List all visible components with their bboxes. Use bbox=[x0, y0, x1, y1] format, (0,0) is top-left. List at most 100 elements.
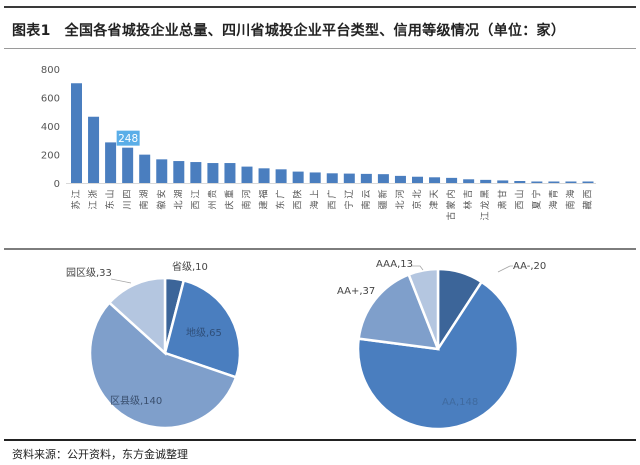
svg-text:上: 上 bbox=[310, 189, 321, 198]
highlight-data-label: 248 bbox=[116, 130, 140, 146]
svg-text:南: 南 bbox=[241, 200, 253, 209]
x-tick-label: 上海 bbox=[309, 189, 321, 209]
svg-text:东: 东 bbox=[104, 200, 116, 209]
x-tick-label: 河北 bbox=[394, 189, 406, 209]
figure-title-text: 全国各省城投企业总量、四川省城投企业平台类型、信用等级情况（单位：家） bbox=[64, 23, 566, 39]
bar bbox=[224, 163, 236, 183]
bar bbox=[360, 173, 372, 183]
svg-text:新: 新 bbox=[377, 189, 389, 198]
svg-text:藏: 藏 bbox=[582, 200, 594, 209]
x-tick-label: 黑龙江 bbox=[479, 189, 491, 220]
x-tick-label: 重庆 bbox=[223, 189, 235, 209]
x-tick-label: 甘肃 bbox=[496, 189, 508, 209]
svg-text:天: 天 bbox=[430, 189, 440, 198]
top-rule bbox=[4, 6, 636, 8]
svg-text:古: 古 bbox=[445, 211, 457, 220]
svg-text:湖: 湖 bbox=[139, 189, 150, 198]
bar bbox=[480, 179, 492, 183]
leader-line bbox=[497, 265, 513, 273]
bar bbox=[514, 181, 526, 183]
svg-text:州: 州 bbox=[207, 200, 218, 209]
svg-text:重: 重 bbox=[223, 189, 235, 198]
bar bbox=[88, 116, 100, 183]
pie-slice bbox=[163, 278, 242, 379]
leader-line bbox=[110, 278, 132, 284]
svg-text:山: 山 bbox=[514, 189, 525, 198]
x-tick-label: 青海 bbox=[547, 189, 559, 209]
bar-series: 248 bbox=[71, 83, 594, 183]
svg-text:江: 江 bbox=[71, 189, 82, 198]
svg-text:陕: 陕 bbox=[292, 189, 304, 198]
bar bbox=[156, 159, 168, 183]
x-tick-label: 山东 bbox=[104, 189, 116, 209]
bar bbox=[582, 181, 594, 183]
svg-text:苏: 苏 bbox=[70, 200, 82, 209]
svg-text:浙: 浙 bbox=[87, 189, 99, 198]
x-tick-label: 河南 bbox=[241, 189, 253, 209]
svg-text:海: 海 bbox=[547, 200, 559, 209]
svg-text:东: 东 bbox=[275, 200, 287, 209]
x-tick-label: 新疆 bbox=[377, 189, 389, 209]
bar bbox=[343, 173, 355, 183]
figure-title: 图表1 全国各省城投企业总量、四川省城投企业平台类型、信用等级情况（单位：家） bbox=[12, 20, 565, 40]
bar bbox=[463, 179, 475, 183]
bar bbox=[241, 166, 253, 183]
bar bbox=[139, 154, 151, 183]
svg-text:夏: 夏 bbox=[531, 200, 542, 209]
pie-slice bbox=[407, 267, 440, 350]
svg-text:南: 南 bbox=[360, 200, 372, 209]
y-axis: 0 200 400 600 800 bbox=[41, 65, 596, 190]
svg-text:北: 北 bbox=[395, 200, 406, 209]
x-tick-label: 浙江 bbox=[87, 189, 99, 209]
bar bbox=[531, 181, 543, 183]
x-tick-label: 宁夏 bbox=[530, 189, 542, 209]
svg-text:248: 248 bbox=[118, 133, 138, 145]
svg-text:福: 福 bbox=[258, 189, 270, 198]
pie-data-label: AA+,37 bbox=[337, 286, 375, 297]
svg-text:西: 西 bbox=[514, 200, 525, 209]
svg-text:河: 河 bbox=[241, 189, 253, 198]
bar bbox=[190, 162, 202, 183]
x-tick-label: 山西 bbox=[514, 189, 525, 209]
svg-text:湖: 湖 bbox=[173, 189, 184, 198]
pie-data-label: 区县级,140 bbox=[110, 395, 162, 407]
bar bbox=[326, 173, 338, 183]
pie-data-label: 园区级,33 bbox=[66, 267, 112, 279]
pie-slice bbox=[357, 272, 440, 351]
bar bbox=[548, 181, 560, 183]
bar bbox=[412, 176, 423, 183]
bar bbox=[565, 181, 577, 183]
svg-text:肃: 肃 bbox=[496, 200, 508, 209]
bar bbox=[122, 147, 134, 183]
svg-text:安: 安 bbox=[155, 189, 167, 198]
svg-text:江: 江 bbox=[480, 211, 491, 220]
x-tick-label: 安徽 bbox=[155, 189, 167, 209]
y-tick-label: 600 bbox=[41, 94, 60, 105]
svg-text:北: 北 bbox=[173, 200, 184, 209]
pie-data-label: AA-,20 bbox=[513, 261, 546, 272]
svg-text:宁: 宁 bbox=[530, 189, 542, 198]
svg-text:甘: 甘 bbox=[496, 189, 508, 198]
svg-text:徽: 徽 bbox=[155, 200, 167, 209]
x-tick-label: 广东 bbox=[275, 189, 287, 209]
y-tick-label: 200 bbox=[41, 151, 60, 162]
x-tick-label: 贵州 bbox=[206, 189, 218, 209]
pie-slice bbox=[88, 300, 238, 430]
x-tick-label: 江西 bbox=[190, 189, 201, 209]
bar bbox=[71, 83, 82, 183]
x-tick-label: 福建 bbox=[258, 189, 270, 209]
svg-text:山: 山 bbox=[105, 189, 116, 198]
y-tick-label: 800 bbox=[41, 65, 60, 76]
bar bbox=[275, 169, 287, 183]
svg-text:黑: 黑 bbox=[480, 189, 491, 198]
svg-text:西: 西 bbox=[293, 200, 304, 209]
svg-text:宁: 宁 bbox=[343, 200, 355, 209]
figure-label: 图表1 bbox=[12, 23, 51, 39]
svg-text:四: 四 bbox=[123, 189, 133, 198]
svg-text:西: 西 bbox=[190, 200, 201, 209]
svg-text:龙: 龙 bbox=[479, 200, 491, 209]
svg-text:北: 北 bbox=[412, 189, 423, 198]
bar bbox=[309, 172, 321, 183]
svg-text:青: 青 bbox=[547, 189, 559, 198]
